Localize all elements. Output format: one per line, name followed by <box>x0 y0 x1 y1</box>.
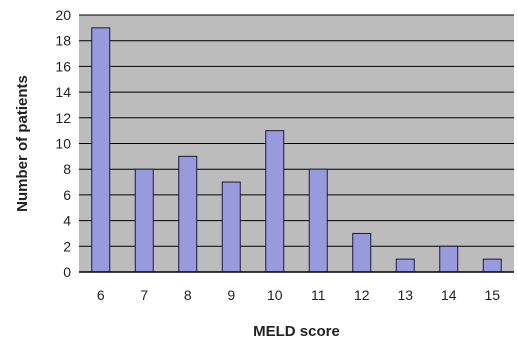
y-axis-title: Number of patients <box>14 75 31 212</box>
x-tick-label: 13 <box>397 287 413 303</box>
bar-9 <box>221 181 241 273</box>
y-tick-label: 20 <box>55 7 71 23</box>
bar-11 <box>308 168 328 273</box>
y-tick-label: 2 <box>63 238 71 254</box>
bar-8 <box>178 155 198 273</box>
y-tick-label: 18 <box>55 33 71 49</box>
x-tick-label: 14 <box>441 287 457 303</box>
y-tick-label: 6 <box>63 187 71 203</box>
x-tick-label: 11 <box>311 287 326 303</box>
bars <box>91 27 502 273</box>
x-tick-label: 7 <box>140 287 148 303</box>
x-axis-tick-labels: 6 7 8 9 10 11 12 13 14 15 <box>97 287 500 303</box>
bar-6 <box>91 27 111 273</box>
x-tick-label: 15 <box>484 287 500 303</box>
y-tick-label: 4 <box>63 213 71 229</box>
bar-7 <box>134 168 154 273</box>
bar-15 <box>482 258 502 273</box>
bar-13 <box>395 258 415 273</box>
x-tick-label: 8 <box>184 287 192 303</box>
x-tick-label: 9 <box>227 287 235 303</box>
y-tick-label: 12 <box>55 110 71 126</box>
x-tick-label: 6 <box>97 287 105 303</box>
bar-14 <box>439 245 459 273</box>
x-tick-label: 10 <box>267 287 283 303</box>
x-axis-title: MELD score <box>253 323 340 340</box>
y-tick-label: 10 <box>55 136 71 152</box>
bar-10 <box>265 130 285 273</box>
y-tick-label: 0 <box>63 264 71 280</box>
y-axis-tick-labels: 0 2 4 6 8 10 12 14 16 18 20 <box>55 7 71 280</box>
y-tick-label: 8 <box>63 161 71 177</box>
y-tick-label: 14 <box>55 84 71 100</box>
x-tick-label: 12 <box>354 287 370 303</box>
bar-12 <box>352 232 372 273</box>
y-tick-label: 16 <box>55 58 71 74</box>
